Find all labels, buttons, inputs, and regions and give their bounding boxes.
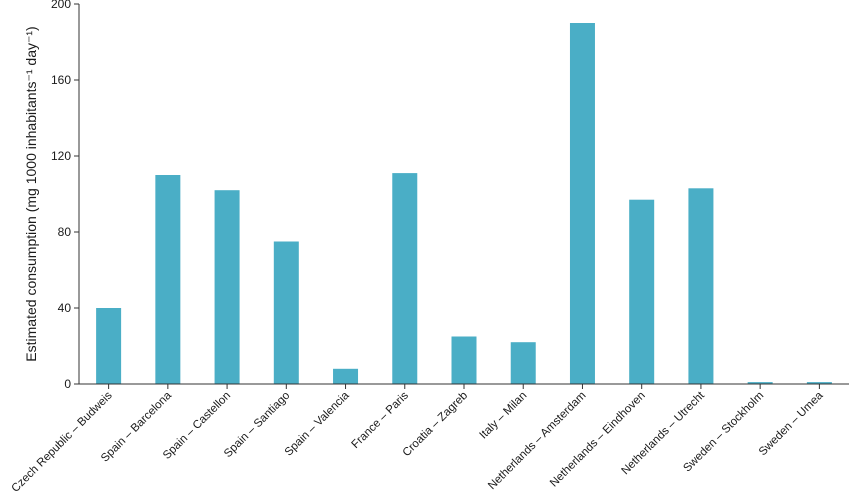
x-tick-label: France – Paris: [350, 389, 412, 451]
x-tick-label: Italy – Milan: [477, 390, 529, 442]
y-tick-label: 200: [51, 0, 71, 11]
bar-11: [747, 382, 773, 384]
x-tick-label: Croatia – Zagreb: [401, 390, 471, 460]
axes-group: [78, 4, 849, 385]
y-tick-label: 40: [58, 301, 72, 315]
bar-10: [688, 188, 714, 384]
y-ticks-group: 0 40 80 120 160 200: [51, 0, 79, 391]
x-tick-label: Netherlands – Amsterdam: [486, 390, 588, 492]
bar-6: [451, 336, 477, 384]
bar-2: [214, 190, 240, 384]
x-tick-label: Sweden – Umea: [757, 389, 826, 458]
y-tick-label: 80: [58, 225, 72, 239]
y-tick-label: 160: [51, 73, 71, 87]
y-axis-title: Estimated consumption (mg 1000 inhabitan…: [23, 26, 39, 361]
bar-7: [510, 342, 536, 384]
x-tick-label: Netherlands – Eindhoven: [548, 390, 648, 490]
y-tick-label: 120: [51, 149, 71, 163]
bar-4: [333, 368, 359, 384]
bar-9: [629, 199, 655, 384]
x-tick-label: Spain – Valencia: [283, 389, 352, 458]
bar-8: [569, 23, 595, 384]
y-tick-label: 0: [64, 377, 71, 391]
x-tick-label: Spain – Santiago: [222, 390, 292, 460]
x-tick-label: Czech Republic – Budweis: [10, 389, 115, 494]
bars-group: [96, 23, 832, 384]
bar-0: [96, 308, 122, 384]
bar-3: [273, 241, 299, 384]
bar-5: [392, 173, 418, 384]
bar-12: [806, 382, 832, 384]
bar-1: [155, 175, 181, 384]
